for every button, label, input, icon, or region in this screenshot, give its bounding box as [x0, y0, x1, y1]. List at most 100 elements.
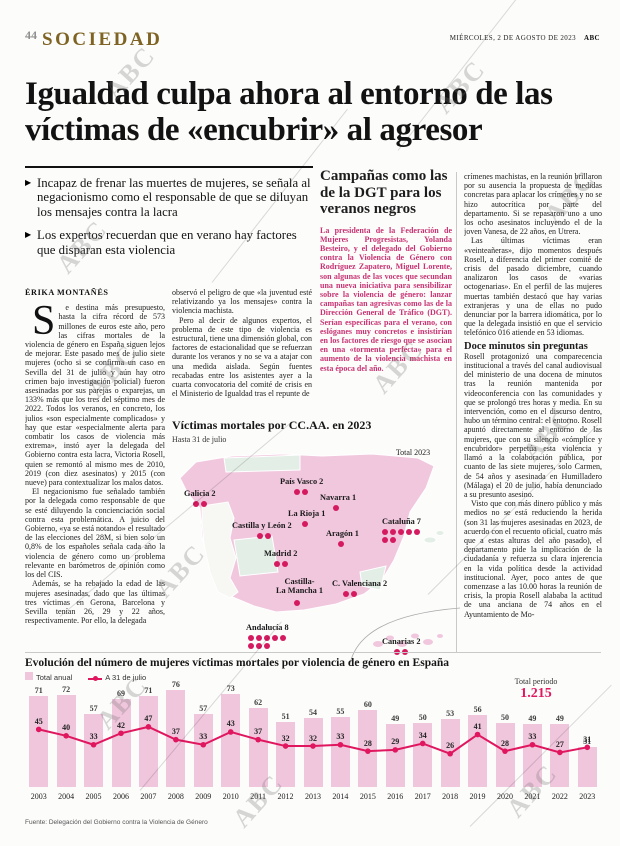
victim-dot — [343, 591, 349, 597]
year-label: 2006 — [112, 792, 129, 801]
year-label: 2007 — [140, 792, 157, 801]
line-value: 47 — [144, 714, 153, 724]
legend-label: Total anual — [36, 673, 73, 682]
bar-value: 71 — [34, 686, 43, 696]
line-value: 37 — [254, 727, 263, 737]
victim-dot — [294, 489, 300, 495]
bar-2012 — [276, 721, 296, 787]
map-subtitle: Hasta 31 de julio — [172, 435, 227, 444]
line-value: 40 — [62, 723, 71, 733]
year-label: 2023 — [579, 792, 596, 801]
canarias-separator — [349, 607, 460, 664]
sidebar-box: Campañas como las de la DGT para los ver… — [320, 168, 452, 430]
section-title: SOCIEDAD — [42, 29, 163, 50]
chart-title: Evolución del número de mujeres víctimas… — [25, 657, 449, 669]
bar-2023 — [577, 747, 597, 787]
bullet-text: Los expertos recuerdan que en verano hay… — [37, 228, 297, 257]
bar-2016 — [385, 724, 405, 787]
bar-value: 49 — [555, 714, 564, 724]
line-value: 26 — [446, 741, 455, 751]
region-label: Andalucía 8 — [246, 623, 289, 632]
victim-dot — [398, 529, 404, 535]
bar-value: 55 — [336, 706, 345, 716]
bar-2009 — [193, 714, 213, 787]
bar-2006 — [111, 698, 131, 787]
sidebar-box-title: Campañas como las de la DGT para los ver… — [320, 168, 448, 217]
chart-total-label: Total periodo — [514, 677, 558, 686]
bar-2007 — [138, 696, 158, 787]
victim-dots — [293, 599, 334, 607]
victim-dots — [293, 488, 334, 496]
bar-2003 — [29, 696, 49, 787]
map-infographic: Víctimas mortales por CC.AA. en 2023 Has… — [172, 418, 460, 664]
article-paragraph: observó el peligro de que «la juventud e… — [172, 288, 312, 316]
victim-dots — [342, 590, 383, 598]
bar-2020 — [495, 723, 515, 787]
bar-2005 — [84, 714, 104, 787]
year-label: 2005 — [85, 792, 102, 801]
canarias-island — [411, 633, 419, 639]
sidebar-box-body: La presidenta de la Federación de Mujere… — [320, 225, 452, 373]
article-paragraph: El negacionismo fue señalado también por… — [25, 487, 165, 580]
year-label: 2021 — [524, 792, 541, 801]
region-label: La Rioja 1 — [288, 509, 326, 518]
victim-dot — [294, 600, 300, 606]
bar-value: 57 — [89, 704, 98, 714]
victim-dot — [272, 635, 278, 641]
line-value: 28 — [501, 738, 509, 748]
year-label: 2016 — [387, 792, 404, 801]
chart-total: Total periodo 1.215 — [481, 677, 591, 702]
year-label: 2020 — [496, 792, 513, 801]
drop-cap: S — [32, 298, 56, 345]
region-label: C. Valenciana 2 — [332, 579, 388, 588]
bar-value: 69 — [117, 688, 125, 698]
bar-value: 56 — [473, 705, 482, 715]
bar-2017 — [413, 723, 433, 787]
bar-2010 — [221, 693, 241, 787]
article-paragraph: Visto que con más dinero público y más m… — [464, 499, 602, 619]
line-value: 33 — [336, 732, 345, 742]
portugal-shape — [201, 501, 239, 599]
region-label: Castilla- La Mancha 1 — [276, 577, 324, 595]
headline: Igualdad culpa ahora al entorno de las v… — [25, 76, 553, 148]
line-value: 33 — [199, 732, 208, 742]
victim-dot — [302, 521, 308, 527]
bar-2013 — [303, 717, 323, 787]
line-value: 27 — [555, 739, 564, 749]
brand-logo: ABC — [584, 34, 600, 42]
victim-dots — [337, 540, 378, 548]
page-number: 44 — [25, 28, 37, 42]
bar-value: 49 — [391, 714, 400, 724]
victim-dots — [192, 500, 233, 508]
canarias-island — [437, 634, 443, 638]
victim-dots — [273, 560, 314, 568]
line-value: 42 — [117, 720, 125, 730]
baleares-shape — [423, 536, 437, 544]
bar-value: 76 — [171, 679, 180, 689]
column-divider — [456, 172, 457, 652]
year-label: 2008 — [167, 792, 184, 801]
victim-dots — [301, 520, 342, 528]
year-label: 2017 — [414, 792, 431, 801]
year-label: 2009 — [195, 792, 212, 801]
bar-value: 31 — [583, 737, 592, 747]
victim-dot — [282, 561, 288, 567]
bar-value: 72 — [62, 684, 71, 694]
region-label: Aragón 1 — [326, 529, 359, 538]
article-paragraph: Rosell protagonizó una comparecencia ins… — [464, 351, 602, 499]
victim-dots — [332, 504, 373, 512]
line-value: 33 — [528, 732, 537, 742]
victim-dot — [193, 501, 199, 507]
page-header: 44 SOCIEDAD MIÉRCOLES, 2 DE AGOSTO DE 202… — [25, 28, 600, 54]
victim-dot — [264, 635, 270, 641]
victim-dot — [280, 635, 286, 641]
year-label: 2004 — [58, 792, 75, 801]
region-label: Canarias 2 — [382, 637, 421, 646]
canarias-island — [373, 641, 383, 647]
line-value: 43 — [226, 719, 235, 729]
year-label: 2015 — [359, 792, 376, 801]
summary-bullets: ▶ Incapaz de frenar las muertes de mujer… — [25, 166, 313, 266]
victim-dot — [406, 529, 412, 535]
victim-dot — [201, 501, 207, 507]
